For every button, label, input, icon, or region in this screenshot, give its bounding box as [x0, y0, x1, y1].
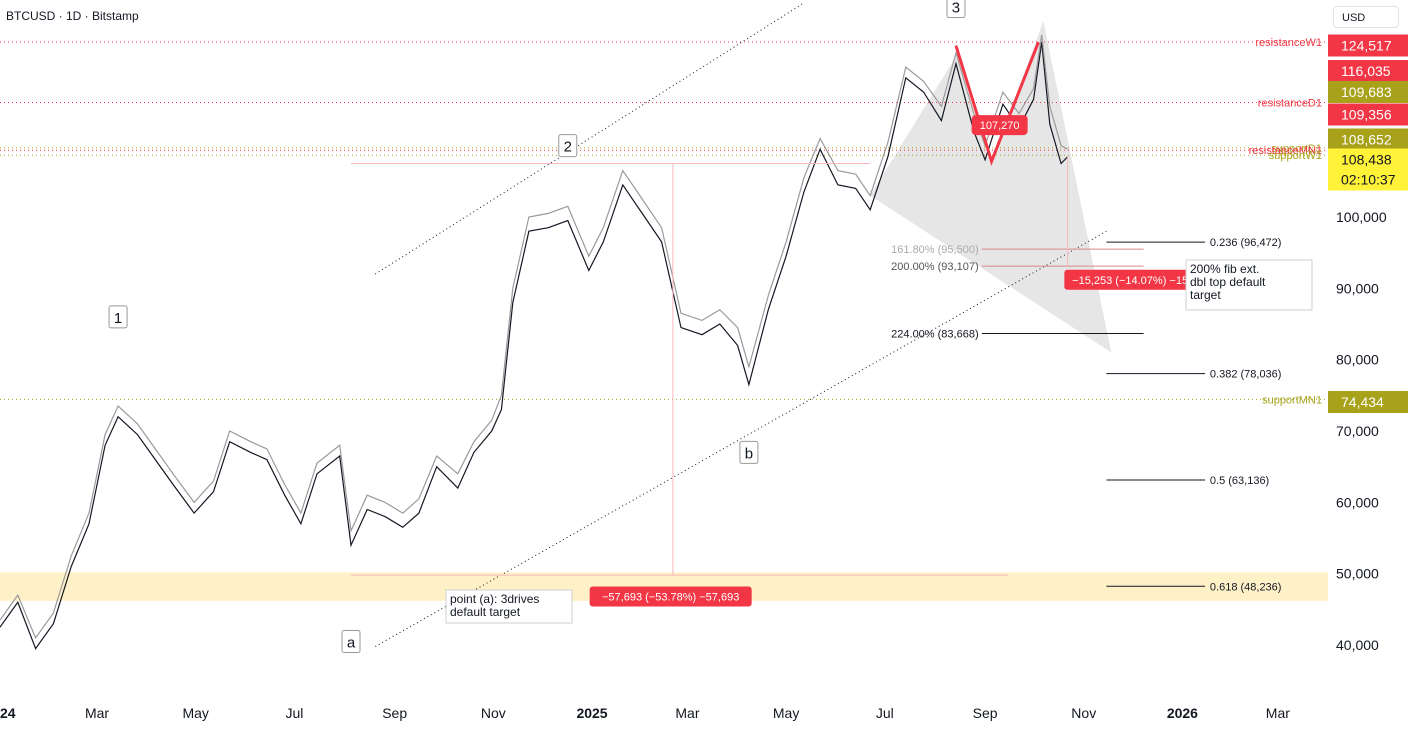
price-scale-badge-bg — [1328, 128, 1408, 151]
wave-label-1: 1 — [114, 310, 122, 327]
price-scale-badge: 109,683 — [1341, 84, 1392, 100]
price-scale-badge: 109,356 — [1341, 107, 1392, 123]
currency-button[interactable]: USD — [1333, 6, 1399, 28]
wave-label-box — [946, 0, 966, 18]
level-label: resistanceD1 — [1258, 98, 1322, 110]
price-line — [0, 42, 1069, 650]
x-tick-label: Mar — [675, 705, 699, 721]
x-tick-label: 24 — [0, 705, 16, 721]
channel-line — [375, 230, 1107, 647]
measure-badge-small: −15,253 (−14.07%) −15,253 — [1072, 275, 1209, 287]
price-scale-badge-bg — [1328, 60, 1408, 82]
y-tick-label: 90,000 — [1336, 280, 1379, 296]
fib-ext-label: 224.00% (83,668) — [891, 328, 978, 340]
wave-label-2: 2 — [564, 139, 572, 156]
price-scale-badge: 116,035 — [1341, 63, 1391, 79]
measure-badge-big: −57,693 (−53.78%) −57,693 — [602, 592, 739, 604]
price-scale-badge-bg — [1328, 103, 1408, 126]
level-label: resistanceMN1 — [1249, 145, 1322, 157]
price-scale-badge: 74,434 — [1341, 394, 1384, 410]
double-top-marker — [954, 41, 1040, 166]
low-price-badge: 107,270 — [980, 120, 1020, 132]
price-line-ghost — [0, 34, 1068, 640]
wave-label-box — [739, 440, 759, 464]
y-tick-label: 40,000 — [1336, 637, 1379, 653]
y-tick-label: 80,000 — [1336, 352, 1379, 368]
price-scale-badge: 02:10:37 — [1341, 172, 1396, 188]
x-tick-label: 2026 — [1167, 705, 1198, 721]
price-scale-badge-bg — [1328, 81, 1408, 103]
x-tick-label: Sep — [382, 705, 407, 721]
price-scale-badge: 108,438 — [1341, 152, 1392, 168]
x-tick-label: Sep — [973, 705, 998, 721]
fib-ext-label: 200.00% (93,107) — [891, 261, 978, 273]
symbol-title: BTCUSD · 1D · Bitstamp — [6, 9, 139, 23]
note-fib-line: 200% fib ext. — [1190, 262, 1259, 276]
wave-label-3: 3 — [952, 0, 960, 16]
price-scale-badge: 108,652 — [1341, 132, 1392, 148]
note-fib-box — [1185, 259, 1313, 311]
x-tick-label: May — [182, 705, 208, 721]
wave-label-box — [341, 629, 361, 653]
measure-badge-big-bg — [589, 586, 752, 607]
x-tick-label: Nov — [1071, 705, 1096, 721]
wave-label-a: a — [347, 634, 356, 651]
fib-label: 0.618 (48,236) — [1210, 581, 1282, 593]
x-tick-label: May — [773, 705, 799, 721]
note-point-a-line: point (a): 3drives — [450, 592, 539, 606]
price-scale-badge-bg — [1328, 148, 1408, 171]
note-fib-line: dbl top default — [1190, 275, 1266, 289]
level-label: supportMN1 — [1262, 394, 1322, 406]
fib-label: 0.236 (96,472) — [1210, 237, 1282, 249]
x-tick-label: 2025 — [576, 705, 607, 721]
price-scale-badge-bg — [1328, 34, 1408, 57]
channel-line — [375, 2, 805, 275]
low-price-badge-bg — [971, 115, 1028, 136]
level-label: resistanceW1 — [1255, 37, 1322, 49]
measure-badge-small-bg — [1064, 269, 1218, 290]
level-label: supportD1 — [1271, 143, 1322, 155]
x-tick-label: Mar — [1266, 705, 1290, 721]
fib-label: 0.382 (78,036) — [1210, 369, 1282, 381]
price-scale-badge: 124,517 — [1341, 38, 1392, 54]
harmonic-pattern-shape — [870, 20, 1112, 353]
fib-ext-label: 161.80% (95,500) — [891, 244, 978, 256]
fib-label: 0.5 (63,136) — [1210, 475, 1269, 487]
wave-label-b: b — [745, 445, 753, 462]
y-tick-label: 100,000 — [1336, 209, 1387, 225]
note-fib-line: target — [1190, 288, 1221, 302]
x-tick-label: Jul — [285, 705, 303, 721]
price-scale-badge-bg — [1328, 168, 1408, 191]
note-point-a-box — [445, 589, 573, 624]
y-tick-label: 50,000 — [1336, 566, 1379, 582]
note-point-a-line: default target — [450, 605, 521, 619]
x-tick-label: Jul — [876, 705, 894, 721]
wave-label-box — [108, 305, 128, 329]
x-tick-label: Nov — [481, 705, 506, 721]
y-tick-label: 60,000 — [1336, 494, 1379, 510]
y-tick-label: 70,000 — [1336, 423, 1379, 439]
x-tick-label: Mar — [85, 705, 109, 721]
level-label: supportW1 — [1269, 150, 1322, 162]
wave-label-box — [558, 134, 578, 158]
price-scale-badge-bg — [1328, 391, 1408, 413]
